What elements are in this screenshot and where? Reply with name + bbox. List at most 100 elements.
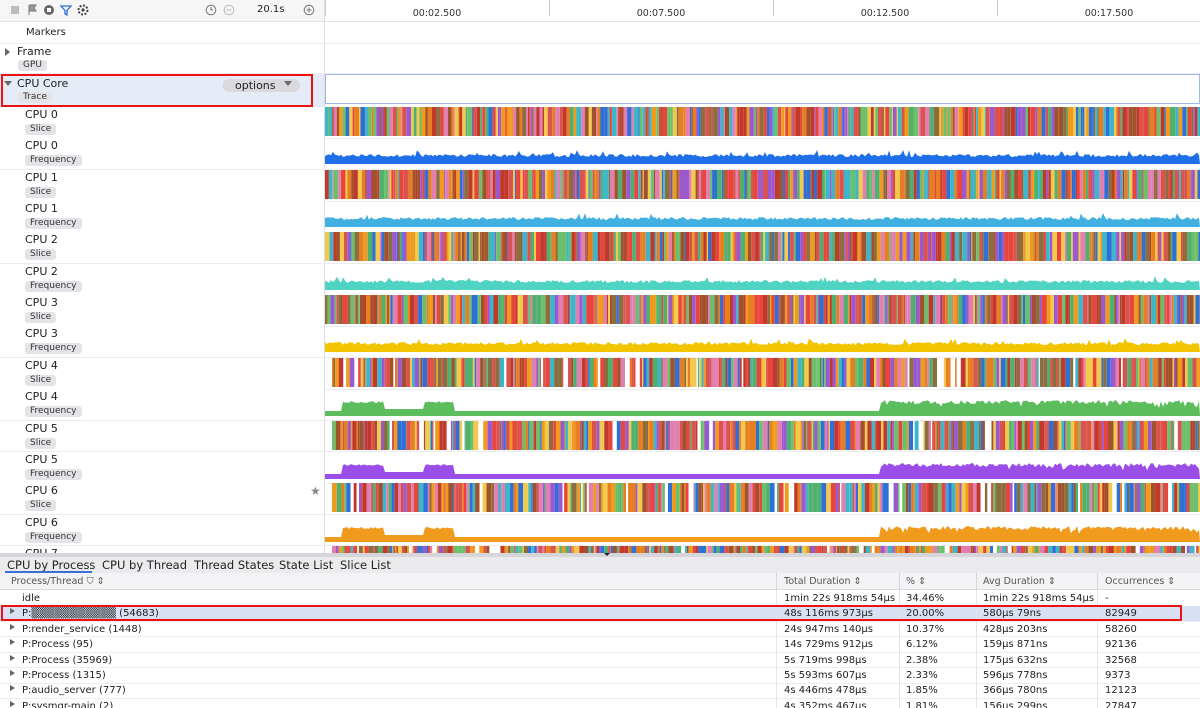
table-row[interactable]: P:render_service (1448) 24s 947ms 140μs 10…	[0, 622, 1200, 638]
slice-block	[788, 232, 790, 262]
slice-block	[464, 357, 469, 387]
slice-block	[1186, 107, 1188, 136]
tab-cpu-by-process[interactable]: CPU by Process	[7, 558, 96, 572]
stop-circle-icon[interactable]	[42, 3, 56, 17]
table-row[interactable]: P:audio_server (777) 4s 446ms 478μs 1.85% 3…	[0, 683, 1200, 699]
col-header-percent[interactable]: % ⇕	[906, 576, 927, 587]
track-row-label[interactable]: CPU 0 Slice	[0, 107, 325, 139]
frequency-track[interactable]	[325, 201, 1200, 232]
slice-block	[548, 420, 554, 450]
slice-block	[962, 107, 965, 136]
star-icon[interactable]: ★	[310, 484, 321, 498]
col-header-process[interactable]: Process/Thread ⛉ ⇕	[11, 576, 105, 587]
filter-icon[interactable]: ⛉	[86, 576, 94, 587]
slice-block	[670, 169, 673, 199]
time-ruler[interactable]: 00:02.500 00:07.500 00:12.500 00:17.500	[325, 0, 1200, 22]
table-row[interactable]: P:Process (95) 14s 729ms 912μs 6.12% 159μs …	[0, 637, 1200, 653]
col-header-total[interactable]: Total Duration ⇕	[784, 576, 862, 587]
slice-block	[519, 107, 523, 136]
table-row[interactable]: P:▒▒▒▒▒▒▒▒▒▒▒ (54683) 48s 116ms 973μs 20.0…	[0, 606, 1200, 622]
slice-track[interactable]	[325, 107, 1200, 138]
tab-thread-states[interactable]: Thread States	[194, 558, 275, 572]
slice-track[interactable]	[325, 545, 1200, 553]
options-dropdown[interactable]: options	[223, 79, 300, 92]
track-row-label[interactable]: CPU 3 Frequency	[0, 326, 325, 358]
slice-track[interactable]	[325, 169, 1200, 201]
slice-block	[338, 295, 341, 325]
track-row-label[interactable]: CPU 0 Frequency	[0, 138, 325, 170]
track-row-label[interactable]: CPU 3 Slice	[0, 295, 325, 327]
tab-slice-list[interactable]: Slice List	[340, 558, 391, 572]
collapse-caret-icon[interactable]	[4, 81, 12, 86]
col-separator[interactable]	[899, 573, 900, 590]
track-row-label[interactable]: CPU 4 Slice	[0, 357, 325, 390]
markers-row[interactable]: Markers	[0, 22, 325, 43]
track-row-label[interactable]: CPU 5 Slice	[0, 420, 325, 452]
slice-block	[645, 232, 651, 262]
tab-state-list[interactable]: State List	[279, 558, 334, 572]
table-row[interactable]: P:sysmgr-main (2) 4s 352ms 467μs 1.81% 156μ…	[0, 699, 1200, 708]
slice-track[interactable]	[325, 232, 1200, 263]
track-row-label[interactable]: CPU 4 Frequency	[0, 389, 325, 421]
expand-arrow-icon[interactable]	[10, 623, 15, 630]
expand-arrow-icon[interactable]	[10, 608, 15, 615]
sort-icon[interactable]: ⇕	[96, 576, 105, 587]
slice-block	[656, 420, 659, 450]
slice-block	[484, 295, 488, 325]
track-row-label[interactable]: CPU 6 Slice	[0, 483, 325, 515]
slice-track[interactable]	[325, 420, 1200, 452]
frequency-track[interactable]	[325, 389, 1200, 420]
col-separator[interactable]	[976, 573, 977, 590]
slice-block	[954, 169, 958, 199]
frequency-track[interactable]	[325, 264, 1200, 295]
slice-block	[681, 545, 685, 553]
col-header-occurrences[interactable]: Occurrences ⇕	[1105, 576, 1176, 587]
filter-icon[interactable]	[59, 3, 73, 17]
table-row[interactable]: P:Process (1315) 5s 593ms 607μs 2.33% 596μs…	[0, 668, 1200, 684]
frame-row[interactable]: Frame GPU	[0, 44, 325, 73]
track-row-label[interactable]: CPU 5 Frequency	[0, 451, 325, 484]
track-row-label[interactable]: CPU 2 Slice	[0, 232, 325, 264]
flag-icon[interactable]	[25, 3, 39, 17]
clock-icon[interactable]	[204, 3, 218, 17]
track-row-label[interactable]: CPU 1 Frequency	[0, 201, 325, 233]
col-separator[interactable]	[1097, 573, 1098, 590]
frequency-track[interactable]	[325, 515, 1200, 546]
tab-cpu-by-thread[interactable]: CPU by Thread	[102, 558, 188, 572]
slice-block	[821, 483, 827, 513]
expand-arrow-icon[interactable]	[10, 685, 15, 692]
col-separator[interactable]	[776, 573, 777, 590]
slice-track[interactable]	[325, 483, 1200, 514]
slice-track[interactable]	[325, 295, 1200, 326]
slice-block	[1194, 107, 1198, 136]
expand-arrow-icon[interactable]	[10, 654, 15, 661]
col-header-avg[interactable]: Avg Duration ⇕	[983, 576, 1056, 587]
slice-block	[697, 420, 701, 450]
table-row[interactable]: P:Process (35969) 5s 719ms 998μs 2.38% 175μ…	[0, 653, 1200, 669]
cpu-core-track[interactable]	[325, 74, 1200, 104]
track-row-label[interactable]: CPU 2 Frequency	[0, 263, 325, 296]
settings-icon[interactable]	[76, 3, 90, 17]
slice-track[interactable]	[325, 357, 1200, 389]
slice-block	[878, 107, 883, 136]
frequency-track[interactable]	[325, 326, 1200, 357]
panel-divider[interactable]	[0, 553, 1200, 557]
square-icon[interactable]	[8, 3, 22, 17]
slice-block	[1193, 107, 1195, 136]
drag-handle-icon[interactable]	[604, 553, 610, 556]
expand-caret-icon[interactable]	[5, 48, 10, 56]
slice-block	[884, 232, 890, 262]
track-row-label[interactable]: CPU 6 Frequency	[0, 514, 325, 546]
track-row-label[interactable]: CPU 1 Slice	[0, 169, 325, 202]
expand-arrow-icon[interactable]	[10, 700, 15, 707]
expand-arrow-icon[interactable]	[10, 639, 15, 646]
minus-circle-icon[interactable]	[222, 3, 236, 17]
track-row-label[interactable]: CPU 7	[0, 545, 325, 560]
expand-arrow-icon[interactable]	[10, 670, 15, 676]
plus-circle-icon[interactable]	[302, 3, 316, 17]
slice-block	[341, 545, 345, 553]
frequency-track[interactable]	[325, 452, 1200, 483]
slice-block	[333, 357, 336, 387]
frequency-track[interactable]	[325, 138, 1200, 169]
slice-block	[850, 357, 855, 387]
